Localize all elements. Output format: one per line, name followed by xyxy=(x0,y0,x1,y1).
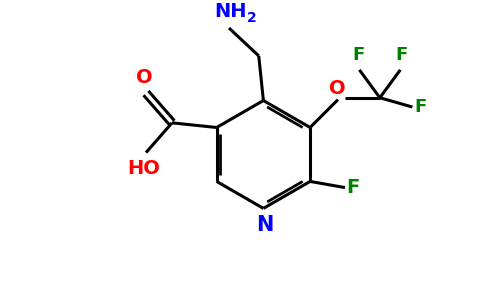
Text: F: F xyxy=(352,46,364,64)
Text: N: N xyxy=(257,215,274,235)
Text: F: F xyxy=(414,98,426,116)
Text: F: F xyxy=(346,178,359,197)
Text: HO: HO xyxy=(128,159,161,178)
Text: NH: NH xyxy=(214,2,247,20)
Text: O: O xyxy=(136,68,152,87)
Text: 2: 2 xyxy=(247,11,257,25)
Text: O: O xyxy=(329,79,346,98)
Text: F: F xyxy=(395,46,408,64)
